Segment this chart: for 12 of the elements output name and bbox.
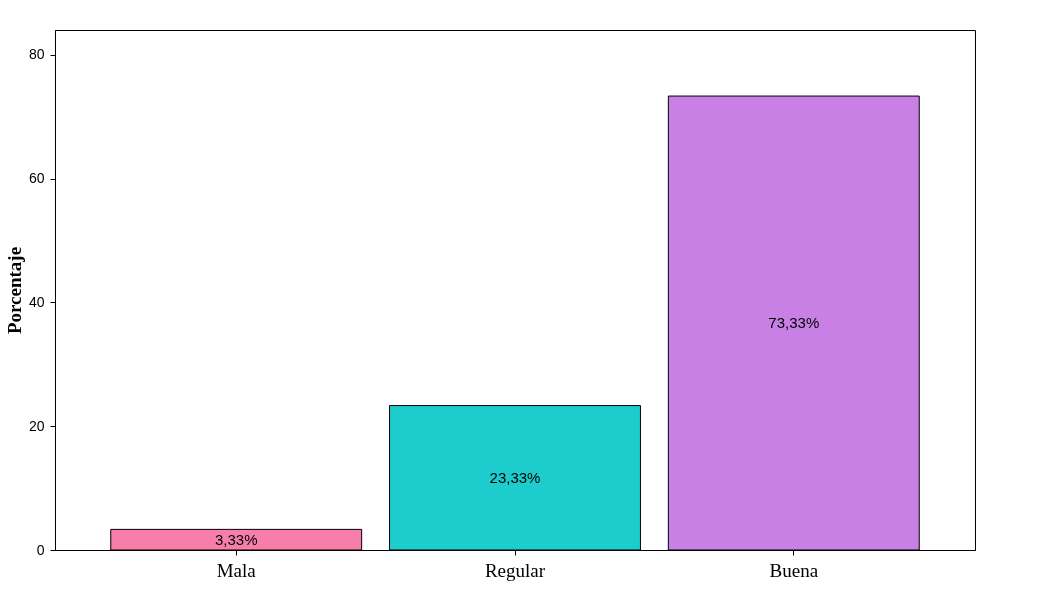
y-tick-label: 80 <box>28 46 45 63</box>
y-tick-label: 20 <box>28 417 45 434</box>
data-label: 23,33% <box>489 468 541 486</box>
data-label: 3,33% <box>214 530 258 548</box>
x-tick-label: Buena <box>769 559 819 581</box>
y-tick-label: 60 <box>28 170 45 187</box>
data-label: 73,33% <box>768 314 820 332</box>
y-tick-label: 0 <box>36 541 45 558</box>
x-tick-label: Mala <box>216 559 257 581</box>
y-tick-label: 40 <box>28 293 45 310</box>
y-axis-title: Porcentaje <box>3 246 25 335</box>
x-tick-label: Regular <box>484 559 546 581</box>
